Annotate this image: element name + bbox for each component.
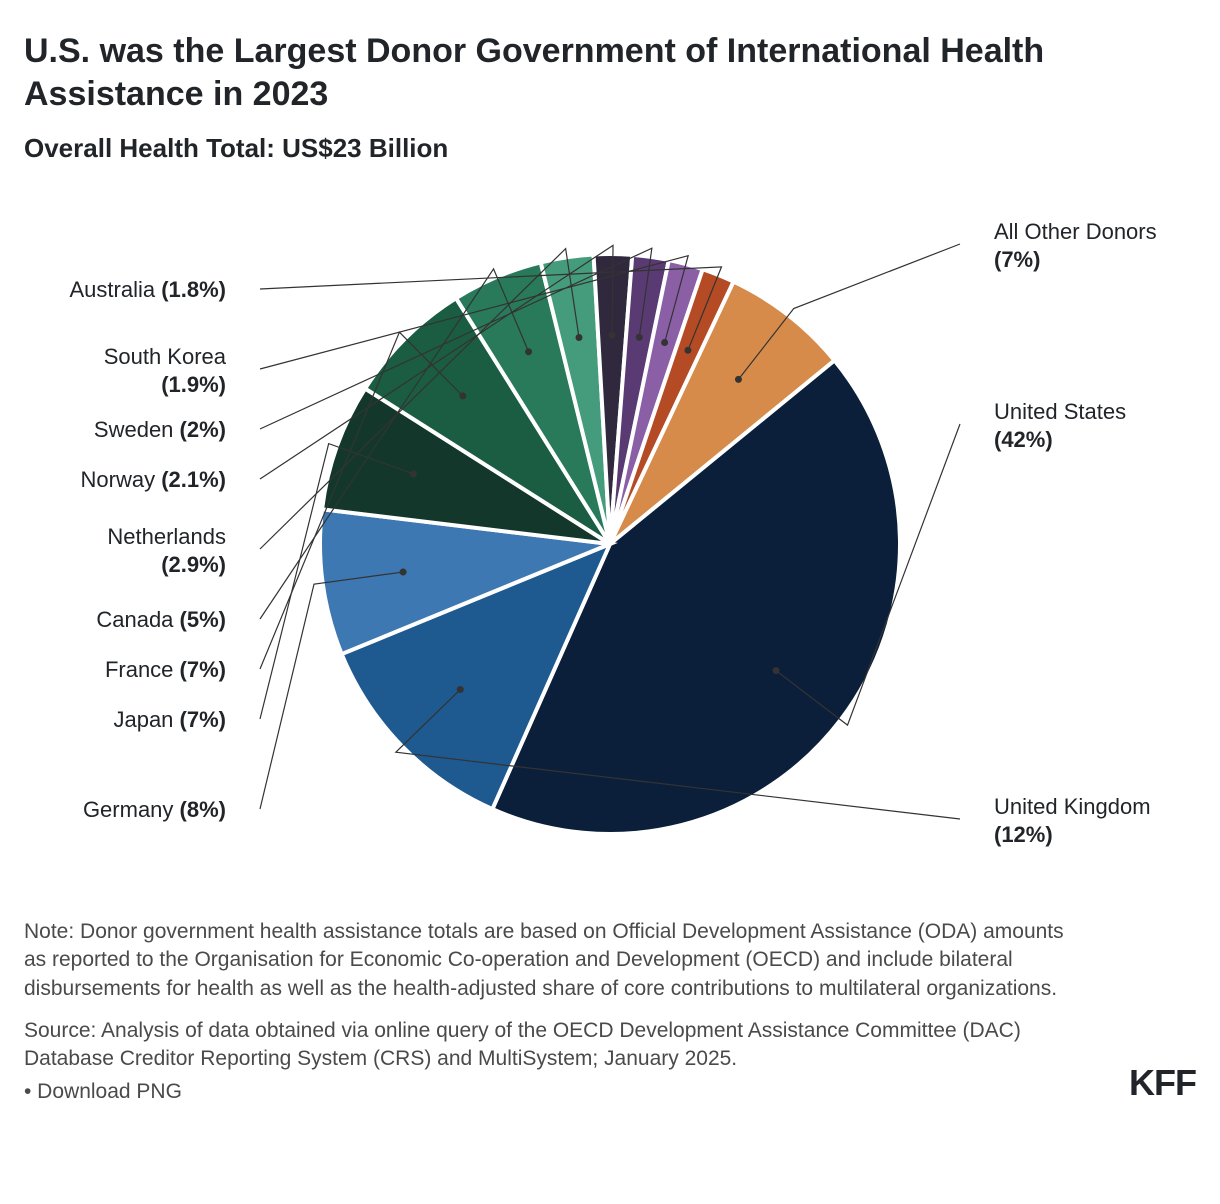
slice-name: Australia (69, 277, 155, 302)
slice-label: Germany (8%) (83, 796, 226, 824)
attribution-logo: KFF (1129, 1062, 1196, 1104)
leader-dot (773, 667, 780, 674)
slice-pct: (42%) (994, 427, 1053, 452)
slice-name: All Other Donors (994, 219, 1157, 244)
chart-subtitle: Overall Health Total: US$23 Billion (24, 133, 1196, 164)
leader-dot (457, 686, 464, 693)
slice-pct: (7%) (180, 657, 226, 682)
slice-pct: (7%) (994, 247, 1040, 272)
leader-dot (609, 332, 616, 339)
slice-name: South Korea (104, 344, 226, 369)
leader-dot (575, 334, 582, 341)
slice-name: Canada (96, 607, 173, 632)
download-png-link[interactable]: • Download PNG (24, 1080, 1064, 1104)
slice-pct: (7%) (180, 707, 226, 732)
slice-pct: (2.1%) (161, 467, 226, 492)
leader-dot (684, 347, 691, 354)
slice-label: Australia (1.8%) (69, 276, 226, 304)
slice-name: Sweden (94, 417, 174, 442)
slice-name: Germany (83, 797, 173, 822)
leader-dot (410, 470, 417, 477)
slice-label: Sweden (2%) (94, 416, 226, 444)
slice-pct: (2.9%) (161, 552, 226, 577)
leader-dot (400, 569, 407, 576)
slice-name: France (105, 657, 173, 682)
leader-dot (525, 348, 532, 355)
chart-source: Source: Analysis of data obtained via on… (24, 1017, 1064, 1074)
slice-name: Japan (113, 707, 173, 732)
slice-label: Netherlands (2.9%) (107, 523, 226, 578)
slice-pct: (2%) (180, 417, 226, 442)
leader-dot (735, 376, 742, 383)
chart-title: U.S. was the Largest Donor Government of… (24, 30, 1074, 115)
leader-dot (636, 334, 643, 341)
slice-pct: (1.9%) (161, 372, 226, 397)
slice-label: United Kingdom (12%) (994, 793, 1151, 848)
slice-label: United States (42%) (994, 398, 1126, 453)
slice-pct: (8%) (180, 797, 226, 822)
slice-label: Canada (5%) (96, 606, 226, 634)
slice-pct: (1.8%) (161, 277, 226, 302)
slice-name: Netherlands (107, 524, 226, 549)
slice-label: South Korea (1.9%) (104, 343, 226, 398)
slice-label: France (7%) (105, 656, 226, 684)
leader-dot (459, 392, 466, 399)
slice-name: Norway (81, 467, 156, 492)
slice-name: United States (994, 399, 1126, 424)
chart-note: Note: Donor government health assistance… (24, 918, 1064, 1003)
slice-label: Norway (2.1%) (81, 466, 227, 494)
slice-pct: (12%) (994, 822, 1053, 847)
pie-chart: All Other Donors(7%)United States(42%)Un… (24, 194, 1196, 894)
leader-dot (661, 339, 668, 346)
slice-pct: (5%) (180, 607, 226, 632)
slice-label: All Other Donors (7%) (994, 218, 1157, 273)
slice-name: United Kingdom (994, 794, 1151, 819)
slice-label: Japan (7%) (113, 706, 226, 734)
